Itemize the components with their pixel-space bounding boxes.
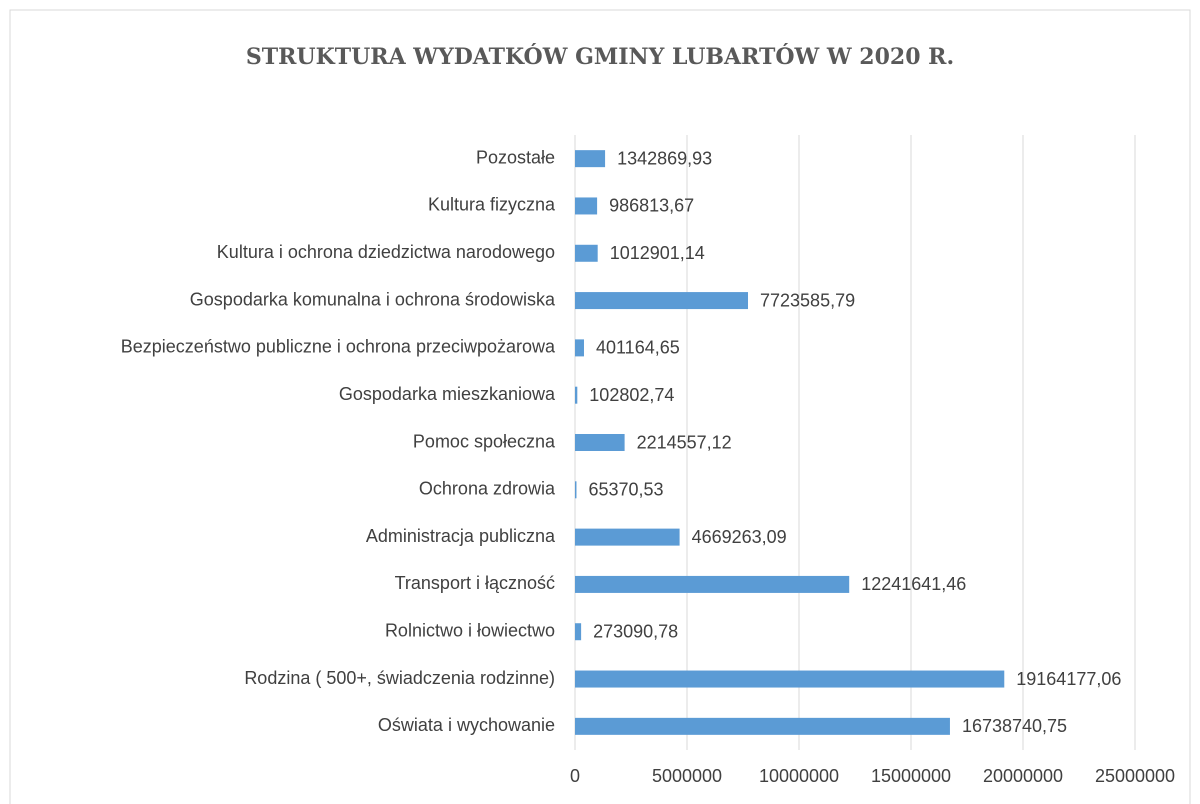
value-label: 1342869,93	[617, 148, 712, 168]
value-label: 4669263,09	[692, 527, 787, 547]
bar	[575, 292, 749, 310]
x-tick-label: 5000000	[652, 766, 722, 786]
y-tick-label: Pozostałe	[476, 147, 555, 167]
x-tick-label: 0	[570, 766, 580, 786]
y-tick-label: Gospodarka komunalna i ochrona środowisk…	[190, 289, 556, 309]
value-label: 102802,74	[589, 385, 674, 405]
bar	[575, 717, 950, 735]
value-label: 16738740,75	[962, 716, 1067, 736]
bar	[575, 150, 606, 168]
x-tick-label: 15000000	[871, 766, 951, 786]
bar	[575, 575, 850, 593]
y-tick-label: Administracja publiczna	[366, 526, 556, 546]
bar	[575, 481, 577, 499]
x-tick-label: 25000000	[1095, 766, 1175, 786]
x-tick-label: 20000000	[983, 766, 1063, 786]
bar	[575, 386, 578, 404]
value-label: 273090,78	[593, 621, 678, 641]
value-label: 19164177,06	[1016, 669, 1121, 689]
chart-title: STRUKTURA WYDATKÓW GMINY LUBARTÓW W 2020…	[246, 43, 954, 70]
bar	[575, 339, 584, 357]
bar	[575, 670, 1005, 688]
value-label: 65370,53	[588, 480, 663, 500]
y-tick-label: Rodzina ( 500+, świadczenia rodzinne)	[244, 668, 555, 688]
y-tick-label: Transport i łączność	[395, 573, 555, 593]
bar	[575, 528, 680, 546]
y-tick-label: Kultura i ochrona dziedzictwa narodowego	[217, 242, 555, 262]
bar	[575, 434, 625, 451]
value-label: 401164,65	[596, 338, 680, 358]
bar	[575, 244, 598, 262]
bar	[575, 197, 598, 215]
value-label: 986813,67	[609, 196, 694, 216]
y-tick-label: Rolnictwo i łowiectwo	[385, 620, 555, 640]
y-tick-label: Oświata i wychowanie	[378, 715, 555, 735]
y-tick-label: Ochrona zdrowia	[419, 479, 556, 499]
value-label: 12241641,46	[861, 574, 966, 594]
y-tick-label: Pomoc społeczna	[413, 431, 556, 451]
bar	[575, 623, 582, 641]
value-label: 2214557,12	[637, 432, 732, 452]
y-tick-label: Gospodarka mieszkaniowa	[339, 384, 556, 404]
y-tick-label: Kultura fizyczna	[428, 195, 556, 215]
value-label: 1012901,14	[610, 243, 705, 263]
y-tick-label: Bezpieczeństwo publiczne i ochrona przec…	[121, 337, 556, 357]
x-tick-label: 10000000	[759, 766, 839, 786]
value-label: 7723585,79	[760, 290, 855, 310]
